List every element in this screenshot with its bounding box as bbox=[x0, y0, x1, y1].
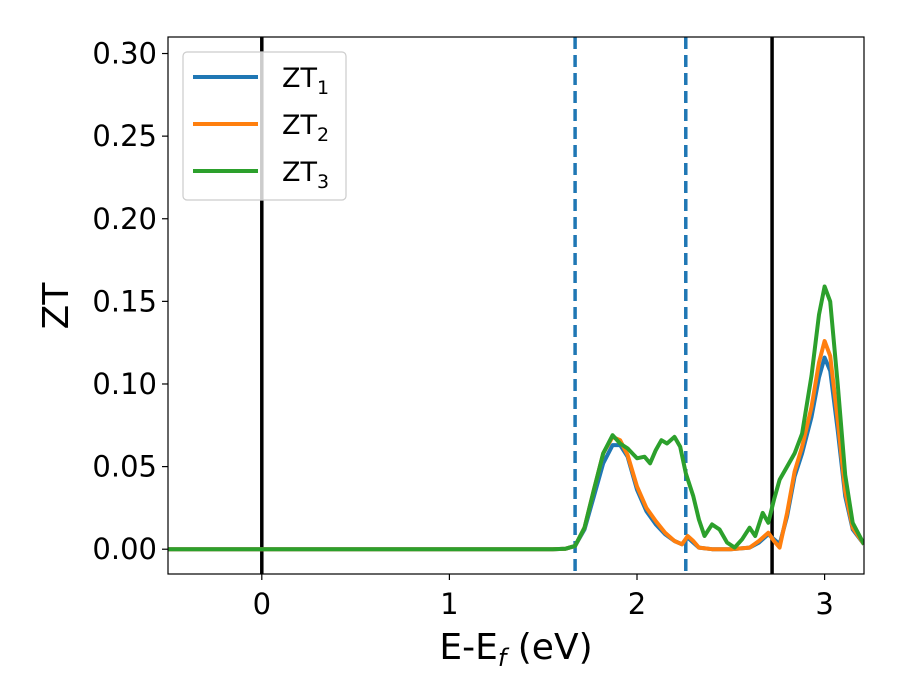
legend-label-2: ZT2 bbox=[282, 110, 329, 146]
legend-label-1: ZT1 bbox=[282, 63, 329, 99]
plot-frame bbox=[167, 36, 865, 575]
legend-label-3: ZT3 bbox=[282, 157, 329, 193]
legend-box bbox=[182, 51, 347, 201]
y-tick-label-6: 0.30 bbox=[92, 37, 157, 71]
x-axis-label: E-Ef (eV) bbox=[439, 627, 592, 672]
series-lines bbox=[168, 284, 864, 552]
x-tick-label-1: 1 bbox=[440, 587, 458, 621]
x-tick-label-3: 3 bbox=[815, 587, 833, 621]
y-tick-label-3: 0.15 bbox=[92, 284, 157, 318]
x-tick-label-2: 2 bbox=[628, 587, 646, 621]
x-axis-ticks: 0 1 2 3 bbox=[253, 574, 834, 621]
y-tick-label-4: 0.20 bbox=[92, 202, 157, 236]
series-line-3 bbox=[168, 284, 864, 552]
y-axis-label: ZT bbox=[36, 282, 77, 330]
y-tick-label-0: 0.00 bbox=[92, 532, 157, 566]
y-axis-ticks: 0.00 0.05 0.10 0.15 0.20 0.25 0.30 bbox=[92, 37, 168, 566]
legend: ZT1 ZT2 ZT3 bbox=[182, 51, 347, 201]
x-tick-label-0: 0 bbox=[253, 587, 271, 621]
y-tick-label-2: 0.10 bbox=[92, 367, 157, 401]
y-tick-label-5: 0.25 bbox=[92, 119, 157, 153]
y-tick-label-1: 0.05 bbox=[92, 450, 157, 484]
